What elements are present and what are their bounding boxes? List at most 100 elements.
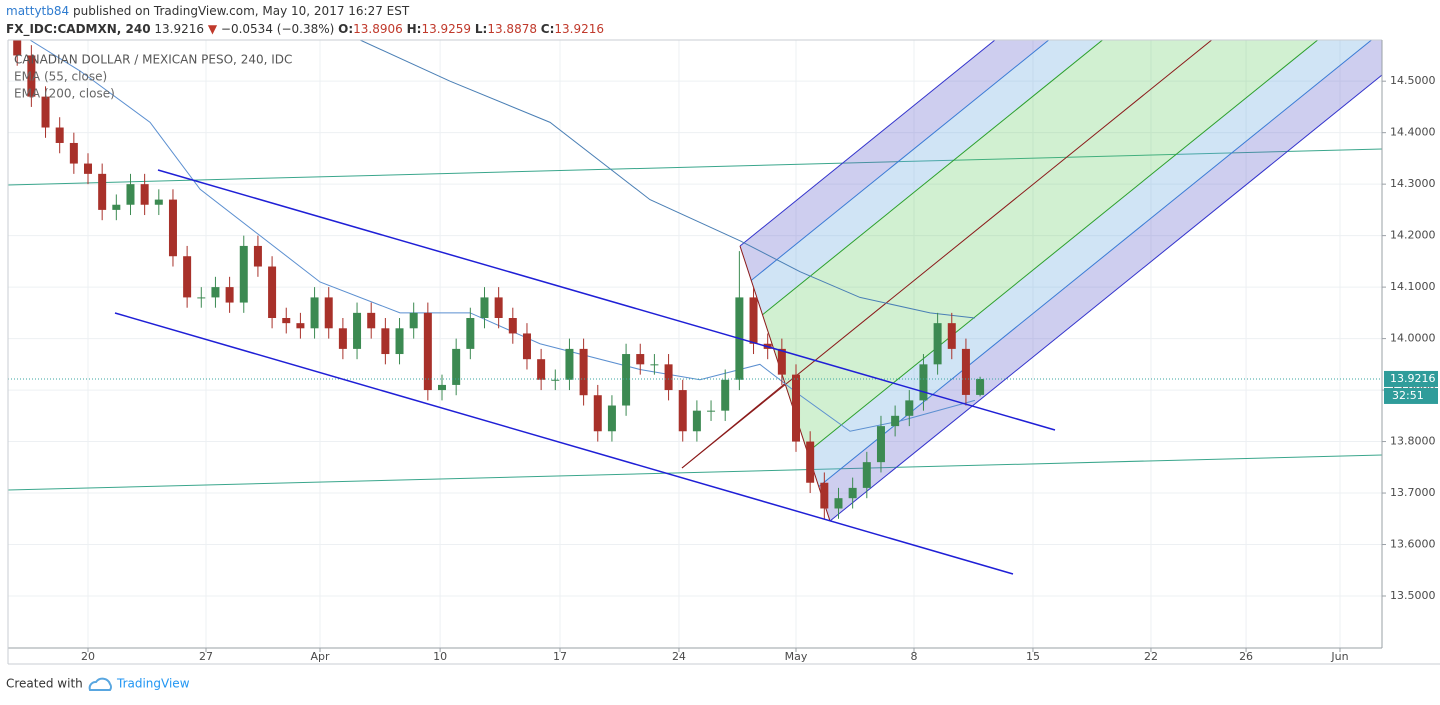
x-tick-label: 15 xyxy=(1026,650,1040,663)
candle-body xyxy=(750,297,758,343)
y-tick-label: 13.5000 xyxy=(1390,589,1436,602)
candle-body xyxy=(169,200,177,257)
x-tick-label: 26 xyxy=(1239,650,1253,663)
ohlc-value: 13.8906 xyxy=(353,22,403,36)
price-tag-label: 13.9216 xyxy=(1390,372,1436,385)
countdown-label: 32:51 xyxy=(1392,389,1424,402)
x-tick-label: May xyxy=(785,650,808,663)
candle-body xyxy=(466,318,474,349)
candle-body xyxy=(778,349,786,375)
ohlc-value: 13.8878 xyxy=(487,22,537,36)
x-tick-label: 8 xyxy=(911,650,918,663)
ohlc-value: 13.9216 xyxy=(554,22,604,36)
candle-body xyxy=(282,318,290,323)
candle-body xyxy=(721,380,729,411)
candle-body xyxy=(254,246,262,267)
candle-body xyxy=(608,406,616,432)
candle-body xyxy=(849,488,857,498)
candle-body xyxy=(948,323,956,349)
candle-body xyxy=(636,354,644,364)
candle-body xyxy=(905,400,913,415)
x-tick-label: 24 xyxy=(672,650,686,663)
ohlc-label: C: xyxy=(541,22,555,36)
candle-body xyxy=(126,184,134,205)
candle-body xyxy=(480,297,488,318)
candle-body xyxy=(820,483,828,509)
logo[interactable] xyxy=(90,679,111,690)
y-tick-label: 14.0000 xyxy=(1390,332,1436,345)
y-tick-label: 13.8000 xyxy=(1390,435,1436,448)
candle-body xyxy=(707,411,715,412)
ohlc-label: H: xyxy=(407,22,422,36)
symbol-line: FX_IDC:CADMXN, 240 13.9216 ▼ −0.0534 (−0… xyxy=(6,22,604,37)
candle-body xyxy=(438,385,446,390)
candle-body xyxy=(919,364,927,400)
candle-body xyxy=(84,164,92,174)
ohlc-label: L: xyxy=(475,22,487,36)
candle-body xyxy=(240,246,248,303)
x-tick-label: Jun xyxy=(1330,650,1348,663)
candle-body xyxy=(622,354,630,405)
author: mattytb84 xyxy=(6,4,69,18)
published: published on TradingView.com, May 10, 20… xyxy=(73,4,410,18)
candle-body xyxy=(962,349,970,395)
y-tick-label: 14.1000 xyxy=(1390,280,1436,293)
candle-body xyxy=(509,318,517,333)
candle-body xyxy=(452,349,460,385)
candle-body xyxy=(934,323,942,364)
ohlc-value: 13.9259 xyxy=(421,22,471,36)
y-tick-label: 14.5000 xyxy=(1390,74,1436,87)
candle-body xyxy=(891,416,899,426)
candle-body xyxy=(537,359,545,380)
candle-body xyxy=(650,364,658,365)
chart-title: CANADIAN DOLLAR / MEXICAN PESO, 240, IDC xyxy=(14,53,292,67)
x-tick-label: 22 xyxy=(1144,650,1158,663)
candle-body xyxy=(792,375,800,442)
x-tick-label: 20 xyxy=(81,650,95,663)
y-tick-label: 14.3000 xyxy=(1390,177,1436,190)
trend-line xyxy=(8,455,1382,490)
candle-body xyxy=(495,297,503,318)
brand[interactable]: TradingView xyxy=(116,677,190,691)
candle-body xyxy=(56,128,64,143)
candle-body xyxy=(197,297,205,298)
candle-body xyxy=(665,364,673,390)
candle-body xyxy=(211,287,219,297)
candle-body xyxy=(325,297,333,328)
y-tick-label: 13.7000 xyxy=(1390,486,1436,499)
arrow: ▼ xyxy=(208,22,218,36)
candle-body xyxy=(877,426,885,462)
legend-entry[interactable]: EMA (55, close) xyxy=(14,70,107,84)
candle-body xyxy=(42,97,50,128)
candle-body xyxy=(580,349,588,395)
price: 13.9216 xyxy=(154,22,204,36)
candle-body xyxy=(565,349,573,380)
candle-body xyxy=(834,498,842,508)
y-tick-label: 14.4000 xyxy=(1390,126,1436,139)
ohlc-label: O: xyxy=(338,22,353,36)
x-tick-label: Apr xyxy=(310,650,330,663)
legend-entry[interactable]: EMA (200, close) xyxy=(14,87,115,101)
candle-body xyxy=(367,313,375,328)
candle-body xyxy=(296,323,304,328)
candle-body xyxy=(155,200,163,205)
x-tick-label: 10 xyxy=(433,650,447,663)
candle-body xyxy=(976,379,984,395)
candle-body xyxy=(679,390,687,431)
candle-body xyxy=(226,287,234,302)
candle-body xyxy=(141,184,149,205)
drawings xyxy=(8,0,1440,521)
candle-body xyxy=(594,395,602,431)
candle-body xyxy=(523,333,531,359)
candle-body xyxy=(806,442,814,483)
candle-body xyxy=(863,462,871,488)
candle-body xyxy=(551,380,559,381)
candle-body xyxy=(98,174,106,210)
header-line: mattytb84 published on TradingView.com, … xyxy=(6,4,410,18)
x-tick-label: 17 xyxy=(553,650,567,663)
candle-body xyxy=(410,313,418,328)
candle-body xyxy=(396,328,404,354)
candle-body xyxy=(268,267,276,318)
x-tick-label: 27 xyxy=(199,650,213,663)
